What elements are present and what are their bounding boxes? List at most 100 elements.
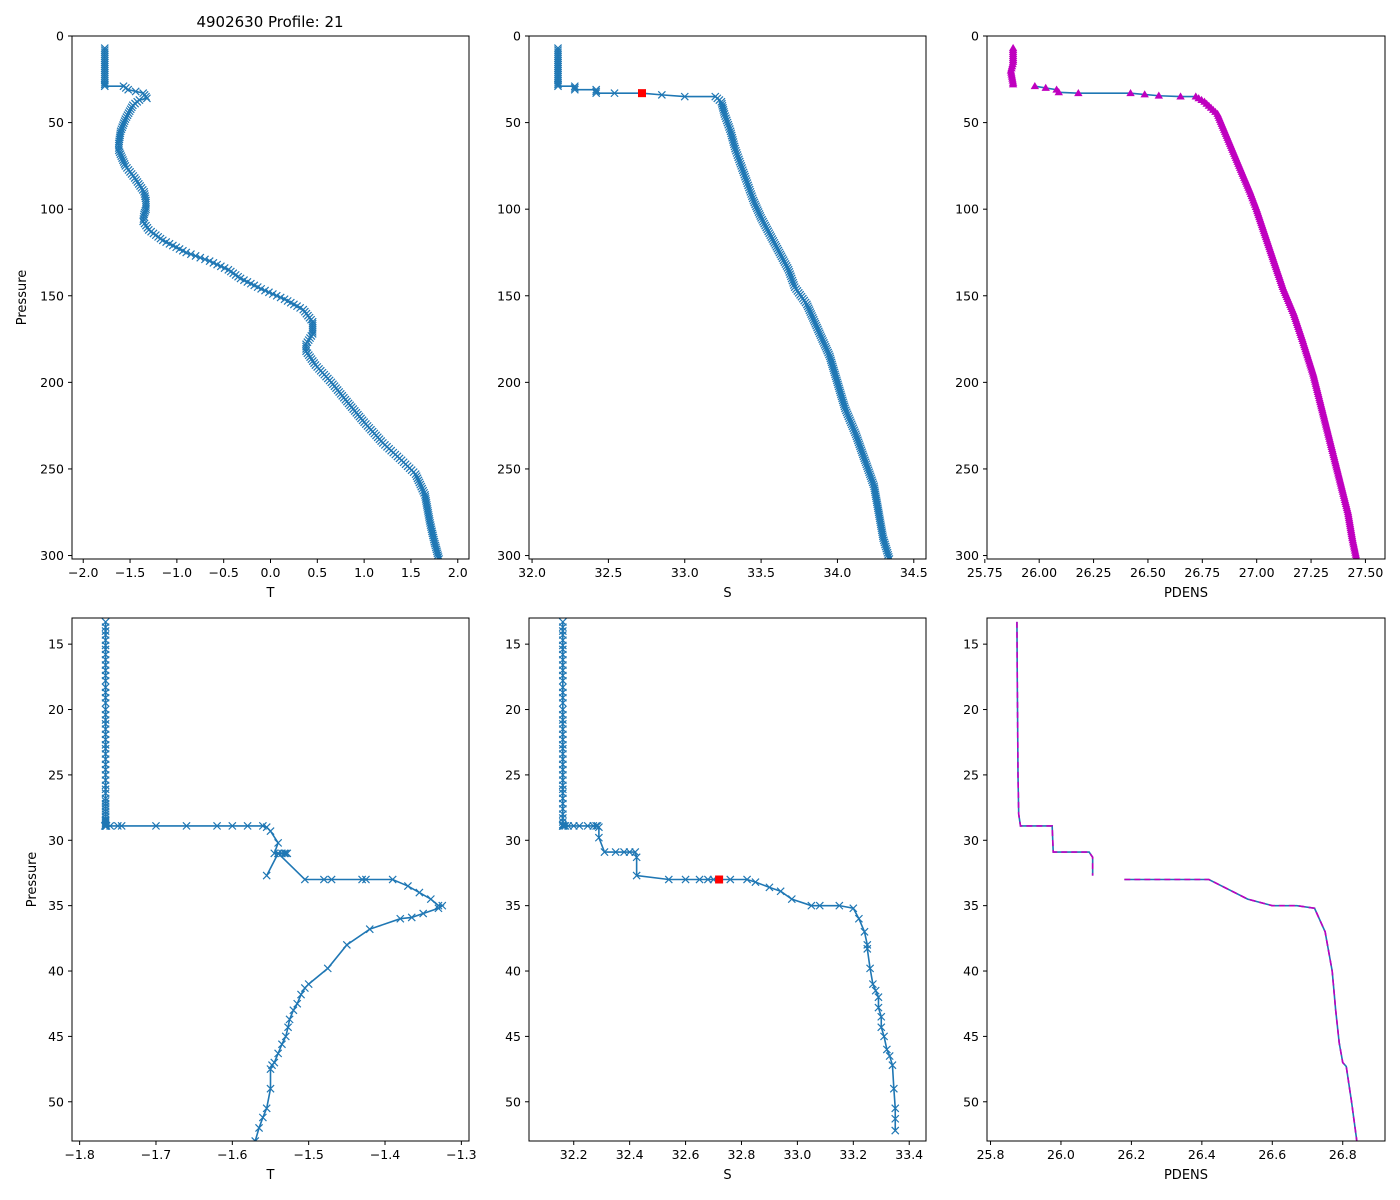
y-tick-label: 0: [971, 29, 979, 44]
data-point: [732, 148, 741, 157]
series-line-t: [103, 48, 440, 559]
x-axis-label: S: [723, 586, 731, 601]
data-point: [553, 82, 563, 91]
data-point: [772, 242, 781, 251]
x-tick-label: 26.50: [1130, 565, 1166, 580]
data-point: [558, 785, 567, 794]
data-point: [721, 114, 730, 123]
highlight-point: [715, 875, 724, 884]
data-point: [771, 240, 780, 249]
data-point: [274, 1049, 283, 1058]
data-point: [789, 278, 798, 287]
y-tick-label: 50: [963, 115, 979, 130]
data-point: [745, 185, 754, 194]
data-point: [782, 261, 791, 270]
data-point: [747, 192, 756, 201]
data-point: [1008, 80, 1018, 88]
data-point: [124, 85, 133, 94]
data-point: [724, 120, 733, 129]
data-point: [151, 821, 161, 830]
data-point: [866, 964, 875, 973]
x-tick-label: 25.75: [967, 565, 1003, 580]
data-point: [1030, 82, 1040, 90]
data-point: [125, 107, 134, 116]
axes-frame: [528, 35, 927, 560]
data-point: [784, 265, 793, 274]
data-point: [725, 122, 734, 131]
y-tick-label: 50: [48, 115, 64, 130]
y-tick-label: 20: [505, 702, 521, 717]
data-point: [765, 883, 774, 892]
y-tick-label: 100: [497, 202, 521, 217]
data-point: [182, 821, 191, 830]
data-point: [434, 553, 443, 559]
data-point: [888, 1061, 897, 1070]
data-point: [342, 940, 351, 949]
data-point: [765, 229, 774, 238]
y-tick-label: 0: [513, 29, 521, 44]
x-tick-label: 1.0: [354, 565, 374, 580]
y-tick-label: 50: [505, 1094, 521, 1109]
data-point: [884, 552, 893, 559]
y-tick-label: 300: [955, 548, 979, 563]
data-point: [101, 623, 110, 632]
data-point: [741, 172, 750, 181]
data-point: [418, 484, 427, 493]
data-point: [748, 194, 757, 203]
data-point: [764, 227, 773, 236]
data-point: [300, 875, 309, 884]
data-point: [759, 217, 768, 226]
chart-bottom-temperature: −1.8 −1.7 −1.6 −1.5 −1.4 −1.3 15 20 25 30 35 40 45 50…: [25, 617, 477, 1183]
y-tick-label: 15: [48, 637, 64, 652]
data-point: [266, 1065, 275, 1074]
x-tick-label: 0.0: [261, 565, 281, 580]
y-tick-label: 20: [48, 702, 64, 717]
data-point: [126, 105, 135, 114]
x-tick-label: 33.4: [895, 1147, 923, 1162]
y-tick-label: 250: [40, 461, 64, 476]
y-tick-label: 40: [505, 964, 521, 979]
y-tick-label: 25: [505, 767, 521, 782]
data-point: [592, 85, 601, 94]
x-tick-label: 34.5: [900, 565, 928, 580]
x-axis-label: T: [266, 1168, 275, 1183]
data-point: [558, 810, 567, 819]
x-tick-label: 2.0: [448, 565, 468, 580]
plot-area: [100, 618, 447, 1141]
x-tick-label: 26.8: [1329, 1147, 1357, 1162]
data-point: [835, 901, 844, 910]
x-tick-label: −1.4: [370, 1147, 400, 1162]
data-point: [885, 554, 894, 559]
data-point: [100, 82, 109, 91]
x-tick-label: −1.7: [141, 1147, 171, 1162]
data-point: [101, 676, 110, 685]
y-tick-label: 200: [955, 375, 979, 390]
data-point: [182, 248, 191, 257]
data-point: [891, 1126, 900, 1135]
y-tick-label: 250: [955, 461, 979, 476]
data-point: [558, 715, 567, 725]
data-point: [664, 875, 673, 884]
axes-frame: [986, 617, 1386, 1142]
data-point: [695, 875, 704, 884]
data-point: [733, 151, 742, 160]
data-point: [721, 112, 730, 121]
data-point: [785, 267, 794, 276]
data-point: [863, 940, 872, 949]
data-point: [736, 159, 745, 168]
data-point: [277, 1040, 286, 1049]
data-point: [327, 875, 336, 884]
data-point: [781, 259, 790, 269]
data-point: [122, 113, 131, 122]
data-point: [1354, 554, 1360, 559]
y-tick-label: 30: [963, 833, 979, 848]
data-point: [416, 480, 425, 489]
x-axis-label: T: [266, 586, 275, 601]
x-axis-label: PDENS: [1164, 586, 1208, 601]
data-point: [632, 871, 641, 880]
data-point: [213, 821, 222, 830]
data-point: [358, 875, 367, 884]
data-point: [435, 554, 444, 559]
data-point: [767, 233, 776, 242]
data-point: [415, 478, 424, 487]
